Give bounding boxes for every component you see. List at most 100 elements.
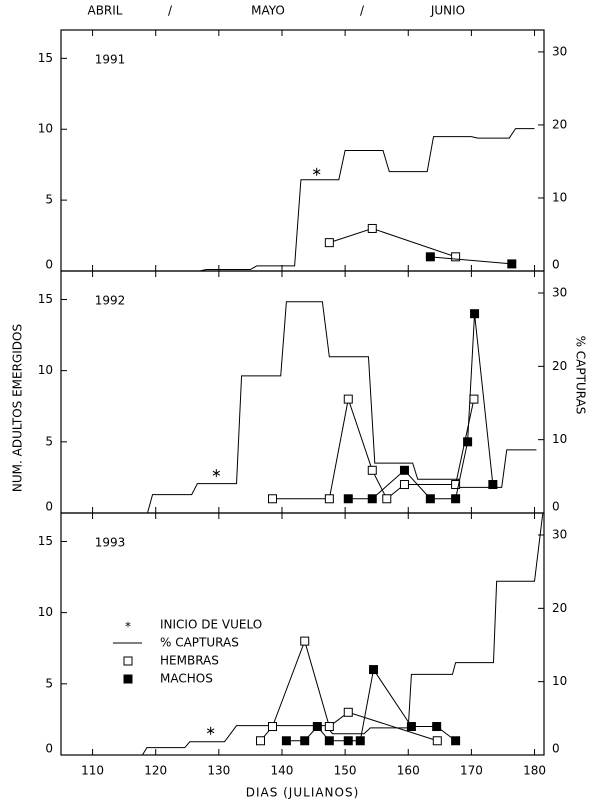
macho-point	[355, 736, 365, 746]
hembra-point	[324, 722, 334, 732]
y2-tick-label: 20	[552, 601, 567, 615]
asterisk-stroke	[312, 169, 321, 175]
macho-point	[488, 480, 498, 490]
y-tick-label: 15	[38, 51, 53, 65]
series-line	[272, 397, 475, 500]
series-line	[329, 227, 456, 258]
y2-tick-label: 0	[552, 500, 560, 514]
plot-frame	[60, 29, 545, 272]
panel-title: 1991	[95, 53, 126, 67]
y-tick-label: 15	[38, 534, 53, 548]
macho-point	[432, 722, 442, 732]
y2-axis-title: % CAPTURAS	[574, 336, 588, 415]
plot-frame	[60, 270, 545, 514]
y2-tick-label: 10	[552, 190, 567, 204]
legend-label: HEMBRAS	[160, 654, 219, 668]
month-separator: /	[360, 4, 365, 18]
macho-point	[470, 309, 480, 319]
macho-point	[507, 259, 517, 269]
panel-title: 1992	[95, 294, 126, 308]
y-tick-label: 15	[38, 292, 53, 306]
x-tick-label: 150	[334, 764, 357, 778]
legend-label: MACHOS	[160, 672, 213, 686]
month-label: ABRIL	[87, 4, 122, 18]
x-tick-label: 180	[523, 764, 546, 778]
legend-asterisk: *	[125, 620, 131, 634]
macho-point	[399, 465, 409, 475]
macho-point	[425, 494, 435, 504]
series-line	[286, 668, 456, 742]
legend-symbol	[123, 656, 133, 666]
x-tick-label: 140	[271, 764, 294, 778]
macho-point	[406, 722, 416, 732]
y-tick-label: 5	[45, 676, 53, 690]
series-line	[430, 256, 512, 265]
y2-tick-label: 30	[552, 528, 567, 542]
hembra-point	[367, 465, 377, 475]
hembra-point	[256, 736, 266, 746]
x-tick-label: 160	[397, 764, 420, 778]
macho-point	[451, 494, 461, 504]
plot-frame	[60, 512, 545, 756]
hembra-point	[324, 238, 334, 248]
y-tick-label: 0	[45, 742, 53, 756]
hembra-point	[451, 252, 461, 262]
hembra-point	[268, 494, 278, 504]
hembra-point	[451, 480, 461, 490]
flight-start-marker	[312, 167, 321, 176]
x-tick-label: 110	[81, 764, 104, 778]
y-tick-label: 10	[38, 605, 53, 619]
y-tick-label: 5	[45, 193, 53, 207]
hembra-point	[432, 736, 442, 746]
macho-point	[369, 665, 379, 675]
legend-label: % CAPTURAS	[160, 636, 239, 650]
macho-point	[300, 736, 310, 746]
macho-point	[281, 736, 291, 746]
asterisk-stroke	[212, 470, 221, 476]
macho-point	[463, 437, 473, 447]
legend-symbol	[123, 674, 133, 684]
macho-point	[324, 736, 334, 746]
month-label: JUNIO	[430, 4, 465, 18]
macho-point	[367, 494, 377, 504]
y2-tick-label: 10	[552, 674, 567, 688]
y2-tick-label: 20	[552, 359, 567, 373]
y-tick-label: 5	[45, 434, 53, 448]
y-tick-label: 0	[45, 258, 53, 272]
hembra-point	[268, 722, 278, 732]
x-tick-label: 170	[460, 764, 483, 778]
macho-point	[451, 736, 461, 746]
capture-line	[61, 301, 537, 514]
macho-point	[312, 722, 322, 732]
y2-tick-label: 20	[552, 117, 567, 131]
x-axis-title: DIAS (JULIANOS)	[246, 786, 360, 800]
macho-point	[425, 252, 435, 262]
y-tick-label: 0	[45, 500, 53, 514]
hembra-point	[367, 223, 377, 233]
y2-tick-label: 30	[552, 286, 567, 300]
hembra-point	[399, 480, 409, 490]
y2-tick-label: 10	[552, 432, 567, 446]
series-line	[348, 313, 494, 500]
hembra-point	[343, 707, 353, 717]
x-tick-label: 130	[207, 764, 230, 778]
y-axis-title: NUM. ADULTOS EMERGIDOS	[11, 324, 25, 492]
asterisk-stroke	[206, 728, 215, 734]
y-tick-label: 10	[38, 363, 53, 377]
hembra-point	[343, 394, 353, 404]
panel-title: 1993	[95, 536, 126, 550]
macho-point	[343, 494, 353, 504]
legend-label: INICIO DE VUELO	[160, 618, 262, 632]
y2-tick-label: 30	[552, 44, 567, 58]
macho-point	[343, 736, 353, 746]
month-label: MAYO	[251, 4, 285, 18]
capture-line	[61, 513, 544, 756]
hembra-point	[300, 636, 310, 646]
flight-start-marker	[206, 726, 215, 735]
y2-tick-label: 0	[552, 258, 560, 272]
hembra-point	[469, 394, 479, 404]
y-tick-label: 10	[38, 122, 53, 136]
x-tick-label: 120	[144, 764, 167, 778]
